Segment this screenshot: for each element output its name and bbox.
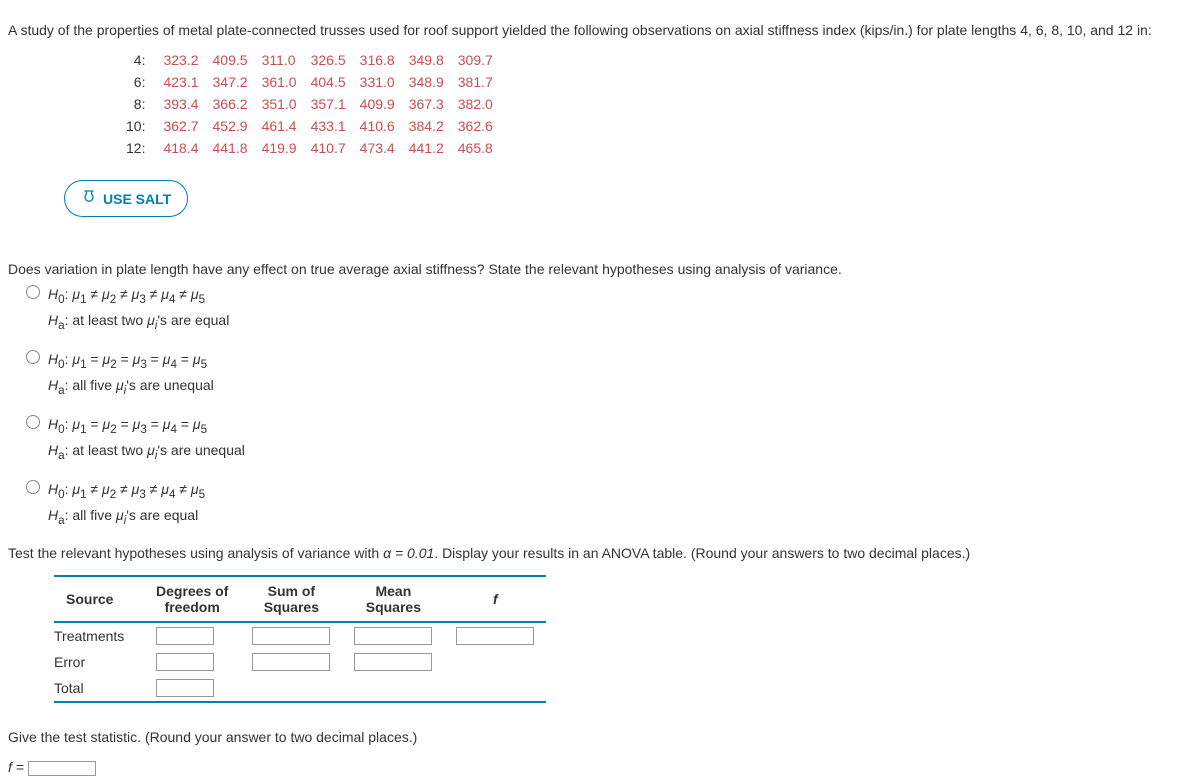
hypothesis-option[interactable]: H0: μ1 = μ2 = μ3 = μ4 = μ5Ha: all five μ… bbox=[26, 348, 1192, 401]
radio-button[interactable] bbox=[26, 285, 40, 299]
data-cell: 349.8 bbox=[403, 50, 450, 70]
anova-cell bbox=[240, 622, 342, 649]
anova-input-ss[interactable] bbox=[252, 653, 330, 671]
data-cell: 409.5 bbox=[207, 50, 254, 70]
anova-cell bbox=[240, 649, 342, 675]
anova-cell bbox=[342, 649, 444, 675]
data-cell: 419.9 bbox=[256, 138, 303, 158]
data-cell: 351.0 bbox=[256, 94, 303, 114]
use-salt-button[interactable]: USE SALT bbox=[64, 180, 188, 217]
data-cell: 404.5 bbox=[305, 72, 352, 92]
data-row-label: 10: bbox=[120, 116, 155, 136]
radio-button[interactable] bbox=[26, 350, 40, 364]
anova-cell bbox=[144, 622, 240, 649]
data-cell: 357.1 bbox=[305, 94, 352, 114]
data-cell: 465.8 bbox=[452, 138, 499, 158]
data-cell: 347.2 bbox=[207, 72, 254, 92]
anova-input-df[interactable] bbox=[156, 679, 214, 697]
anova-row-label: Treatments bbox=[54, 622, 144, 649]
data-cell: 326.5 bbox=[305, 50, 352, 70]
hypothesis-option[interactable]: H0: μ1 ≠ μ2 ≠ μ3 ≠ μ4 ≠ μ5Ha: all five μ… bbox=[26, 478, 1192, 531]
data-cell: 362.7 bbox=[157, 116, 204, 136]
anova-row-label: Total bbox=[54, 675, 144, 702]
data-row-label: 6: bbox=[120, 72, 155, 92]
f-equals-line: f = bbox=[8, 759, 1192, 776]
data-cell: 441.8 bbox=[207, 138, 254, 158]
data-cell: 441.2 bbox=[403, 138, 450, 158]
intro-text: A study of the properties of metal plate… bbox=[8, 22, 1192, 38]
data-cell: 382.0 bbox=[452, 94, 499, 114]
anova-cell bbox=[444, 649, 546, 675]
anova-cell bbox=[342, 675, 444, 702]
anova-cell bbox=[240, 675, 342, 702]
data-cell: 331.0 bbox=[354, 72, 401, 92]
data-cell: 309.7 bbox=[452, 50, 499, 70]
anova-header: Source bbox=[54, 576, 144, 622]
salt-icon bbox=[81, 189, 97, 208]
data-cell: 384.2 bbox=[403, 116, 450, 136]
anova-input-f[interactable] bbox=[456, 627, 534, 645]
data-cell: 410.6 bbox=[354, 116, 401, 136]
f-statistic-input[interactable] bbox=[28, 761, 96, 776]
anova-cell bbox=[144, 675, 240, 702]
data-cell: 362.6 bbox=[452, 116, 499, 136]
data-cell: 311.0 bbox=[256, 50, 303, 70]
option-text: H0: μ1 = μ2 = μ3 = μ4 = μ5Ha: all five μ… bbox=[48, 348, 214, 401]
anova-header: Degrees offreedom bbox=[144, 576, 240, 622]
data-cell: 433.1 bbox=[305, 116, 352, 136]
option-text: H0: μ1 = μ2 = μ3 = μ4 = μ5Ha: at least t… bbox=[48, 413, 245, 466]
data-cell: 348.9 bbox=[403, 72, 450, 92]
anova-input-ms[interactable] bbox=[354, 627, 432, 645]
data-cell: 473.4 bbox=[354, 138, 401, 158]
anova-input-df[interactable] bbox=[156, 653, 214, 671]
salt-label: USE SALT bbox=[103, 191, 171, 207]
anova-input-ms[interactable] bbox=[354, 653, 432, 671]
data-cell: 393.4 bbox=[157, 94, 204, 114]
anova-input-df[interactable] bbox=[156, 627, 214, 645]
data-cell: 366.2 bbox=[207, 94, 254, 114]
test-instruction: Test the relevant hypotheses using analy… bbox=[8, 545, 1192, 561]
anova-cell bbox=[144, 649, 240, 675]
anova-row-label: Error bbox=[54, 649, 144, 675]
anova-cell bbox=[342, 622, 444, 649]
option-text: H0: μ1 ≠ μ2 ≠ μ3 ≠ μ4 ≠ μ5Ha: all five μ… bbox=[48, 478, 205, 531]
data-cell: 361.0 bbox=[256, 72, 303, 92]
data-table: 4:323.2409.5311.0326.5316.8349.8309.76:4… bbox=[118, 48, 501, 160]
data-cell: 316.8 bbox=[354, 50, 401, 70]
data-cell: 452.9 bbox=[207, 116, 254, 136]
data-cell: 409.9 bbox=[354, 94, 401, 114]
anova-header: MeanSquares bbox=[342, 576, 444, 622]
question-text: Does variation in plate length have any … bbox=[8, 261, 1192, 277]
data-cell: 323.2 bbox=[157, 50, 204, 70]
data-cell: 418.4 bbox=[157, 138, 204, 158]
anova-header: Sum ofSquares bbox=[240, 576, 342, 622]
radio-button[interactable] bbox=[26, 480, 40, 494]
data-row-label: 8: bbox=[120, 94, 155, 114]
data-cell: 423.1 bbox=[157, 72, 204, 92]
hypothesis-option[interactable]: H0: μ1 ≠ μ2 ≠ μ3 ≠ μ4 ≠ μ5Ha: at least t… bbox=[26, 283, 1192, 336]
radio-button[interactable] bbox=[26, 415, 40, 429]
final-prompt: Give the test statistic. (Round your ans… bbox=[8, 729, 1192, 745]
anova-input-ss[interactable] bbox=[252, 627, 330, 645]
option-text: H0: μ1 ≠ μ2 ≠ μ3 ≠ μ4 ≠ μ5Ha: at least t… bbox=[48, 283, 229, 336]
data-cell: 367.3 bbox=[403, 94, 450, 114]
data-cell: 410.7 bbox=[305, 138, 352, 158]
hypothesis-option[interactable]: H0: μ1 = μ2 = μ3 = μ4 = μ5Ha: at least t… bbox=[26, 413, 1192, 466]
data-cell: 381.7 bbox=[452, 72, 499, 92]
data-cell: 461.4 bbox=[256, 116, 303, 136]
anova-cell bbox=[444, 675, 546, 702]
anova-header: f bbox=[444, 576, 546, 622]
anova-cell bbox=[444, 622, 546, 649]
data-row-label: 12: bbox=[120, 138, 155, 158]
data-row-label: 4: bbox=[120, 50, 155, 70]
